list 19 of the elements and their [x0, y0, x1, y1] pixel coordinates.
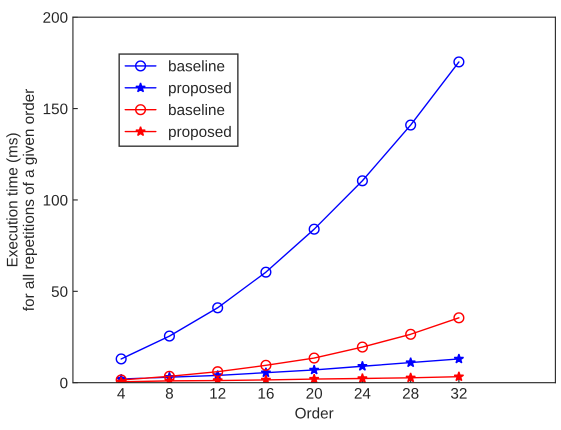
x-tick-label: 16 — [258, 388, 274, 399]
y-axis-title: Execution time (ms) for all repetitions of a given order — [6, 88, 38, 311]
y-tick-label: 100 — [44, 194, 68, 206]
x-axis-title: Order — [295, 407, 334, 419]
y-tick-label: 50 — [52, 286, 68, 298]
y-tick-label: 200 — [43, 12, 68, 23]
x-tick-label: 4 — [117, 388, 125, 399]
y-tick-label: 150 — [44, 103, 68, 114]
legend-label: proposed — [169, 126, 231, 140]
x-tick-label: 24 — [354, 388, 370, 399]
x-tick-label: 12 — [210, 388, 226, 399]
legend-label: baseline — [169, 60, 224, 72]
x-tick-label: 8 — [166, 388, 174, 399]
x-tick-label: 28 — [402, 388, 418, 399]
legend-label: baseline — [169, 104, 224, 116]
x-tick-label: 20 — [306, 388, 322, 399]
y-tick-label: 0 — [60, 378, 68, 388]
x-tick-label: 32 — [450, 388, 467, 399]
legend-label: proposed — [169, 82, 231, 96]
